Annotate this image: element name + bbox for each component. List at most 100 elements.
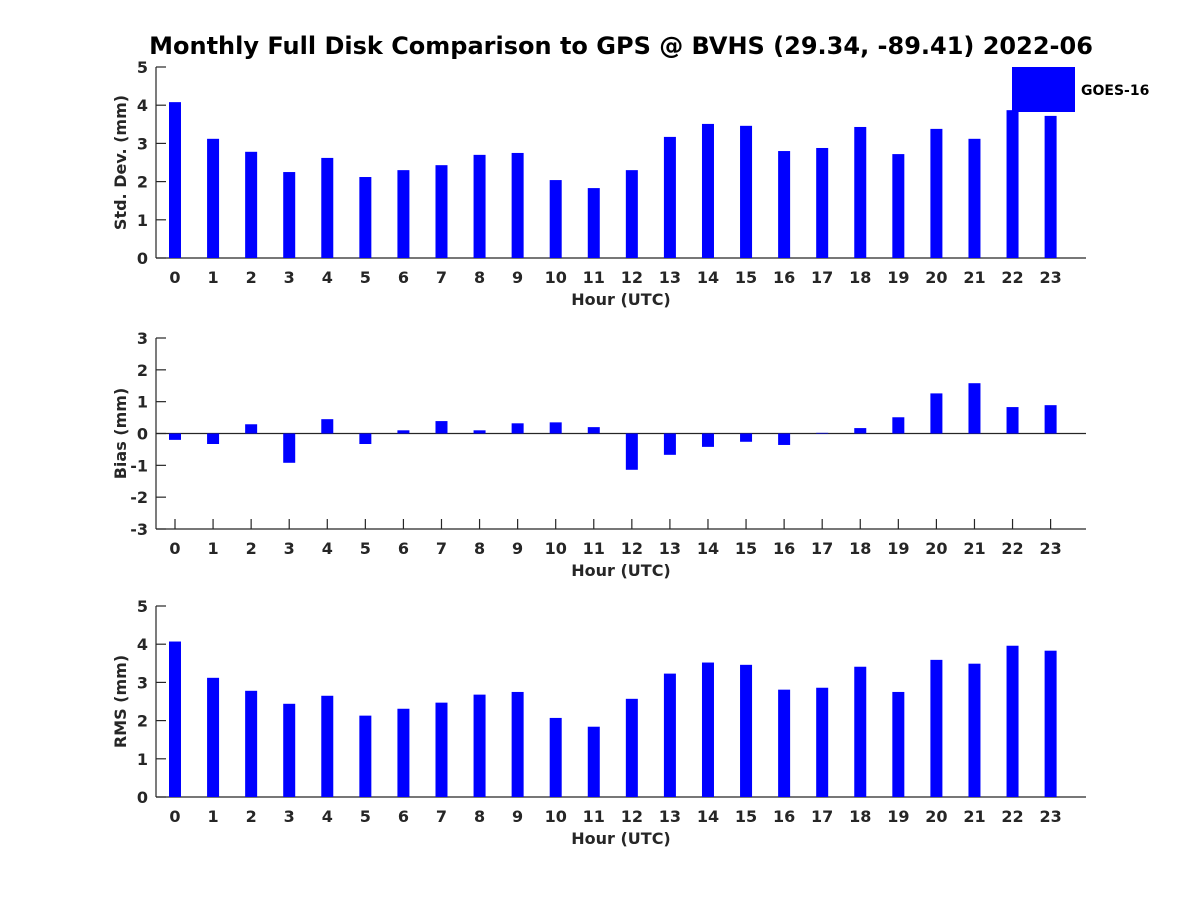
x-tick-label: 9 (512, 539, 523, 558)
bar-hour-3 (283, 703, 296, 797)
x-tick-label: 12 (621, 268, 643, 287)
x-tick-label: 2 (246, 807, 257, 826)
y-tick-label: 2 (137, 712, 148, 731)
x-tick-label: 7 (436, 539, 447, 558)
bar-hour-6 (397, 708, 410, 797)
y-tick-label: 3 (137, 134, 148, 153)
bar-hour-11 (587, 188, 600, 258)
x-tick-label: 23 (1039, 539, 1061, 558)
y-tick-label: 0 (137, 425, 148, 444)
x-tick-label: 14 (697, 268, 719, 287)
y-tick-label: 1 (137, 393, 148, 412)
bar-hour-18 (854, 428, 867, 434)
x-axis-label: Hour (UTC) (571, 290, 671, 309)
bar-hour-4 (321, 419, 334, 434)
bar-hour-15 (740, 664, 753, 797)
bar-hour-1 (207, 433, 220, 445)
bar-hour-22 (1006, 407, 1019, 434)
x-tick-label: 16 (773, 807, 795, 826)
bar-hour-4 (321, 157, 334, 258)
x-tick-label: 22 (1001, 268, 1023, 287)
figure-title: Monthly Full Disk Comparison to GPS @ BV… (149, 32, 1093, 60)
bar-hour-15 (740, 433, 753, 442)
bar-hour-20 (930, 659, 943, 797)
bar-hour-3 (283, 433, 296, 463)
bar-hour-6 (397, 430, 410, 434)
bar-hour-15 (740, 125, 753, 258)
y-tick-label: 3 (137, 673, 148, 692)
x-tick-label: 13 (659, 539, 681, 558)
x-tick-label: 21 (963, 807, 985, 826)
bar-hour-23 (1044, 115, 1057, 259)
bar-hour-21 (968, 138, 981, 258)
x-tick-label: 12 (621, 807, 643, 826)
bar-hour-14 (701, 662, 714, 797)
legend-label-goes-16: GOES-16 (1081, 83, 1149, 99)
x-tick-label: 9 (512, 807, 523, 826)
x-axis-label: Hour (UTC) (571, 561, 671, 580)
bar-hour-10 (549, 180, 562, 258)
x-tick-label: 18 (849, 268, 871, 287)
x-tick-label: 11 (583, 539, 605, 558)
x-tick-label: 10 (545, 539, 567, 558)
x-tick-label: 21 (963, 539, 985, 558)
bar-hour-12 (625, 170, 638, 258)
bar-hour-7 (435, 165, 448, 258)
bar-hour-11 (587, 427, 600, 434)
bar-hour-23 (1044, 405, 1057, 434)
bar-hour-1 (207, 677, 220, 797)
x-tick-label: 14 (697, 539, 719, 558)
bar-hour-7 (435, 702, 448, 797)
bar-hour-8 (473, 430, 486, 434)
bar-hour-16 (778, 151, 791, 258)
x-tick-label: 19 (887, 268, 909, 287)
x-tick-label: 10 (545, 807, 567, 826)
bar-hour-16 (778, 689, 791, 797)
y-axis-label: RMS (mm) (111, 655, 130, 748)
x-tick-label: 4 (322, 268, 333, 287)
bar-hour-20 (930, 128, 943, 258)
x-tick-label: 14 (697, 807, 719, 826)
x-tick-label: 8 (474, 539, 485, 558)
x-tick-label: 17 (811, 268, 833, 287)
bar-hour-17 (816, 147, 829, 258)
bar-hour-13 (663, 433, 676, 455)
bar-hour-2 (245, 424, 258, 434)
bar-hour-17 (816, 432, 829, 434)
y-tick-label: -1 (130, 456, 148, 475)
x-tick-label: 6 (398, 807, 409, 826)
bar-hour-0 (169, 102, 181, 258)
bar-hour-5 (359, 715, 372, 797)
x-tick-label: 19 (887, 807, 909, 826)
y-axis-label: Std. Dev. (mm) (111, 95, 130, 230)
bar-hour-18 (854, 666, 867, 797)
bar-hour-2 (245, 151, 258, 258)
x-tick-label: 15 (735, 539, 757, 558)
bar-hour-19 (892, 417, 905, 434)
bar-hour-11 (587, 726, 600, 797)
x-tick-label: 2 (246, 268, 257, 287)
bar-hour-22 (1006, 645, 1019, 797)
x-tick-label: 4 (322, 807, 333, 826)
x-tick-label: 20 (925, 807, 947, 826)
x-tick-label: 0 (169, 539, 180, 558)
x-tick-label: 6 (398, 539, 409, 558)
x-tick-label: 2 (246, 539, 257, 558)
x-tick-label: 8 (474, 807, 485, 826)
x-tick-label: 5 (360, 807, 371, 826)
x-tick-label: 18 (849, 539, 871, 558)
y-tick-label: 5 (137, 58, 148, 77)
y-tick-label: 4 (137, 635, 148, 654)
y-tick-label: 2 (137, 361, 148, 380)
bar-hour-3 (283, 172, 296, 258)
x-tick-label: 7 (436, 807, 447, 826)
x-tick-label: 20 (925, 539, 947, 558)
y-tick-label: -3 (130, 520, 148, 539)
x-tick-label: 17 (811, 807, 833, 826)
bar-hour-19 (892, 154, 905, 258)
bar-hour-13 (663, 673, 676, 797)
bar-hour-12 (625, 698, 638, 797)
